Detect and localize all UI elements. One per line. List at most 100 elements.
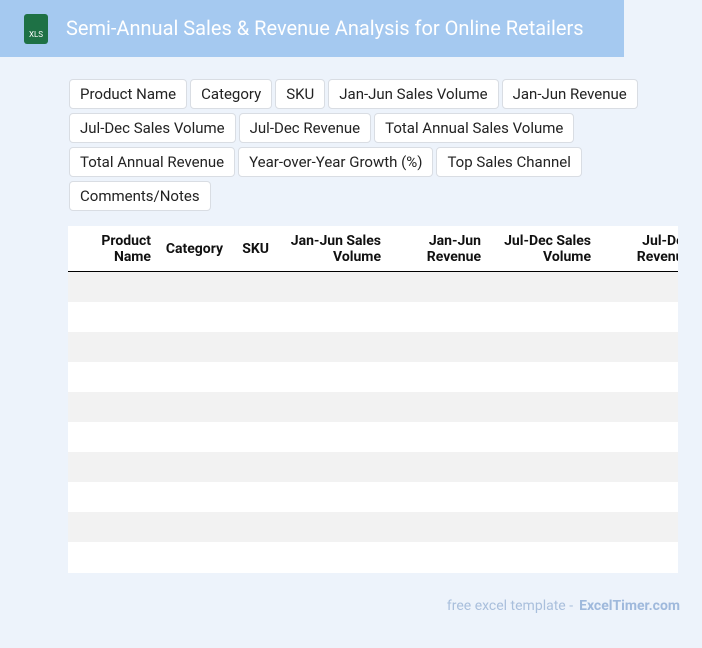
table-cell — [388, 482, 488, 512]
table-row — [68, 482, 678, 512]
field-tag: Category — [190, 79, 273, 109]
header-row: Product Name Category SKU Jan-Jun Sales Vol… — [68, 226, 678, 272]
table-cell — [68, 362, 158, 392]
table-cell — [488, 482, 598, 512]
field-tag: Total Annual Sales Volume — [374, 113, 575, 143]
table-cell — [276, 302, 388, 332]
field-tag: Total Annual Revenue — [69, 147, 236, 177]
table-cell — [598, 422, 678, 452]
table-cell — [388, 271, 488, 302]
table-cell — [68, 392, 158, 422]
table-row — [68, 512, 678, 542]
table-row — [68, 332, 678, 362]
table-cell — [158, 422, 230, 452]
table-cell — [158, 392, 230, 422]
page-title: Semi-Annual Sales & Revenue Analysis for… — [66, 16, 584, 40]
table-cell — [598, 512, 678, 542]
table-cell — [388, 362, 488, 392]
table-cell — [388, 512, 488, 542]
table-cell — [158, 452, 230, 482]
footer: free excel template - ExcelTimer.com — [447, 598, 680, 614]
table-cell — [598, 542, 678, 572]
footer-brand: ExcelTimer.com — [579, 598, 680, 614]
table-cell — [488, 332, 598, 362]
table-cell — [388, 302, 488, 332]
table-cell — [388, 542, 488, 572]
field-tag: SKU — [275, 79, 326, 109]
xls-icon: XLS — [24, 14, 48, 44]
footer-text: free excel template - — [446, 598, 574, 614]
table-cell — [68, 332, 158, 362]
field-tag: Product Name — [69, 79, 188, 109]
field-tag: Jul-Dec Revenue — [238, 113, 372, 143]
table-cell — [158, 542, 230, 572]
table-container: Product Name Category SKU Jan-Jun Sales Vol… — [68, 226, 678, 573]
column-header: Jul-Dec Revenue — [598, 226, 678, 272]
field-tag: Jul-Dec Sales Volume — [69, 113, 236, 143]
table-cell — [388, 392, 488, 422]
column-header: Product Name — [68, 226, 158, 272]
table-cell — [488, 392, 598, 422]
field-tag: Jan-Jun Revenue — [501, 79, 638, 109]
table-cell — [68, 542, 158, 572]
table-cell — [276, 271, 388, 302]
table-cell — [488, 362, 598, 392]
table-cell — [68, 422, 158, 452]
table-cell — [230, 452, 276, 482]
table-cell — [276, 422, 388, 452]
table-cell — [598, 392, 678, 422]
table-cell — [230, 512, 276, 542]
table-cell — [68, 482, 158, 512]
table-cell — [230, 302, 276, 332]
table-cell — [230, 422, 276, 452]
column-header: Jul-Dec Sales Volume — [488, 226, 598, 272]
table-cell — [230, 332, 276, 362]
table-cell — [598, 452, 678, 482]
table-cell — [488, 452, 598, 482]
table-row — [68, 302, 678, 332]
table-cell — [230, 542, 276, 572]
table-cell — [598, 302, 678, 332]
table-cell — [388, 422, 488, 452]
table-cell — [488, 302, 598, 332]
column-header: Jan-Jun Revenue — [388, 226, 488, 272]
field-tags: Product Name Category SKU Jan-Jun Sales Vol… — [69, 79, 649, 211]
table-cell — [276, 452, 388, 482]
column-header: Category — [158, 226, 230, 272]
table-cell — [230, 271, 276, 302]
table-cell — [230, 392, 276, 422]
field-tag: Year-over-Year Growth (%) — [238, 147, 434, 177]
field-tag: Comments/Notes — [69, 181, 211, 211]
table-cell — [598, 362, 678, 392]
data-table: Product Name Category SKU Jan-Jun Sales Vol… — [68, 226, 678, 572]
table-cell — [68, 302, 158, 332]
table-cell — [276, 542, 388, 572]
table-cell — [488, 542, 598, 572]
table-cell — [598, 271, 678, 302]
table-body — [68, 271, 678, 573]
table-cell — [230, 482, 276, 512]
table-cell — [276, 482, 388, 512]
table-cell — [158, 362, 230, 392]
table-cell — [388, 332, 488, 362]
table-cell — [276, 512, 388, 542]
table-cell — [68, 512, 158, 542]
table-row — [68, 452, 678, 482]
column-header: Jan-Jun Sales Volume — [276, 226, 388, 272]
header-bar: XLS Semi-Annual Sales & Revenue Analysis… — [0, 0, 624, 57]
table-cell — [598, 482, 678, 512]
table-cell — [230, 362, 276, 392]
table-row — [68, 392, 678, 422]
table-cell — [276, 392, 388, 422]
table-cell — [488, 271, 598, 302]
column-header: SKU — [230, 226, 276, 272]
table-row — [68, 362, 678, 392]
table-row — [68, 542, 678, 572]
table-cell — [158, 482, 230, 512]
field-tag: Top Sales Channel — [436, 147, 582, 177]
table-cell — [598, 332, 678, 362]
table-cell — [68, 452, 158, 482]
table-cell — [68, 271, 158, 302]
table-cell — [158, 332, 230, 362]
